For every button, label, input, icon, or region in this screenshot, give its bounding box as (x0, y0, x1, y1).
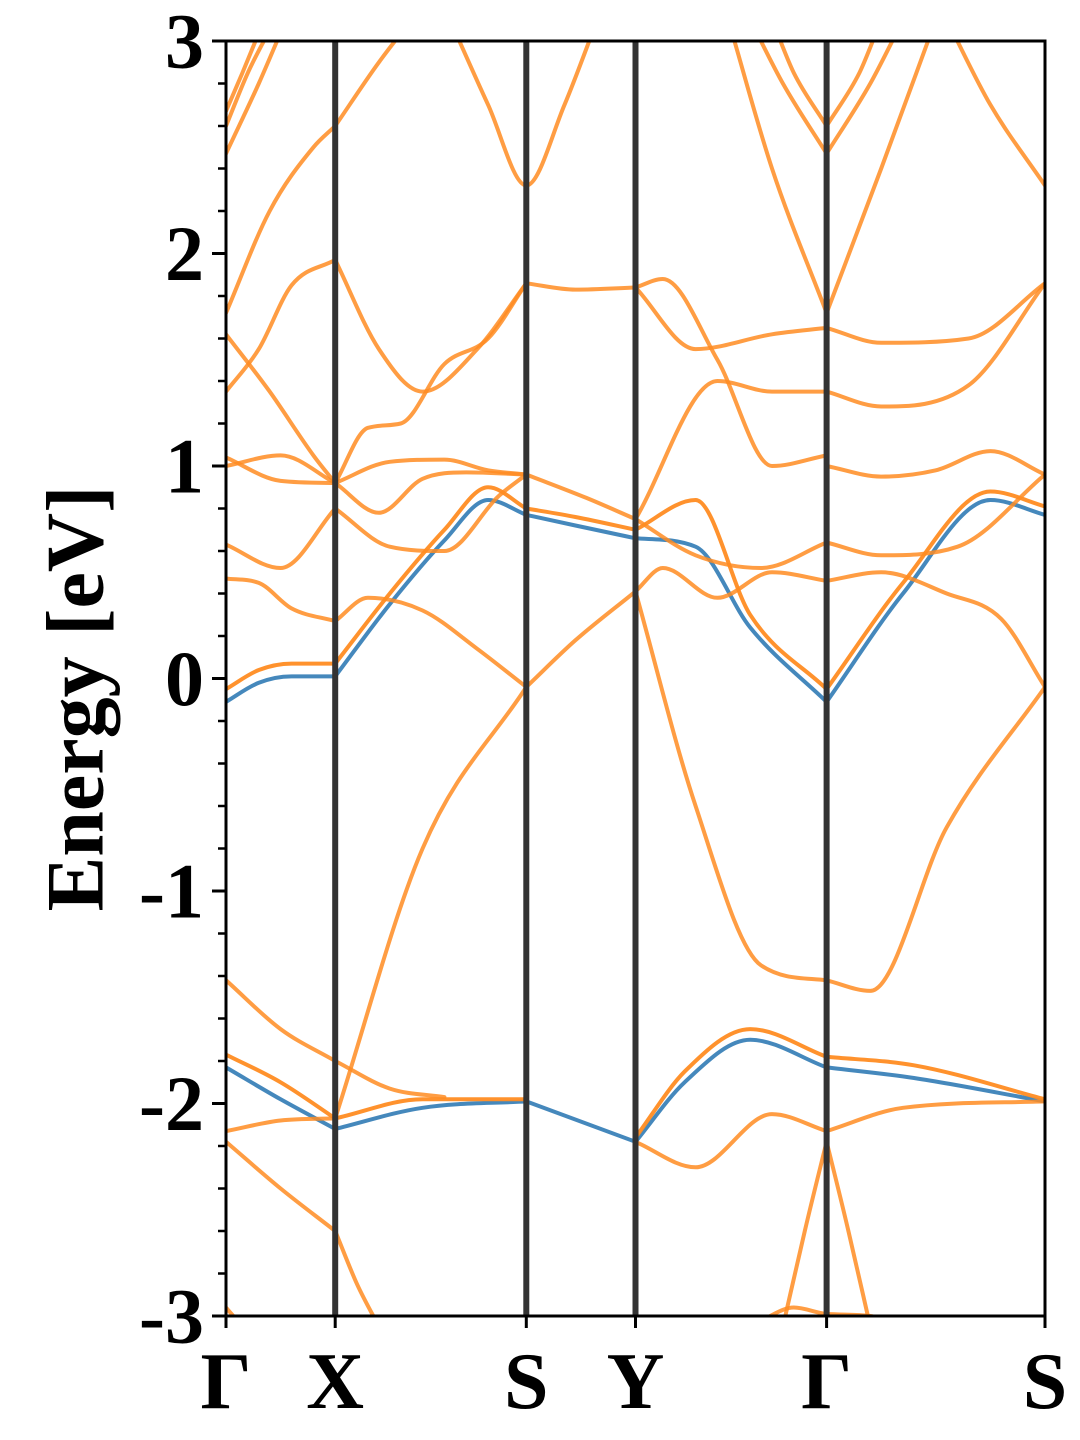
band-orange-8 (333, 472, 529, 553)
band-orange-36 (824, 41, 895, 156)
band-orange-35 (758, 41, 829, 156)
y-tick-label: -3 (139, 1273, 204, 1360)
band-orange-39 (955, 41, 1045, 188)
band-orange-32 (226, 41, 280, 156)
band-orange-47 (333, 1229, 376, 1316)
band-orange-17 (226, 257, 338, 394)
band-orange-48 (783, 1139, 829, 1316)
band-orange-27 (226, 124, 338, 315)
band-orange-8 (824, 1054, 1045, 1102)
band-orange-31 (824, 41, 931, 315)
band-blue-0 (226, 674, 338, 704)
band-orange-16 (333, 457, 529, 485)
kpoint-label: Y (607, 1338, 665, 1426)
band-orange-44 (633, 1112, 829, 1170)
band-orange-43 (226, 1116, 338, 1134)
band-orange-12 (226, 455, 338, 485)
band-blue-9 (524, 1099, 638, 1144)
band-orange-0 (226, 661, 338, 692)
band-orange-49 (824, 1139, 870, 1316)
band-orange-34 (226, 41, 258, 114)
band-orange-19 (226, 332, 338, 485)
y-axis-ticks: 3 2 1 0 -1 -2 -3 (139, 0, 226, 1360)
band-orange-45 (824, 1099, 1045, 1134)
band-orange-1 (333, 485, 529, 666)
kpoint-label: X (306, 1338, 364, 1426)
band-orange-25 (824, 281, 1045, 409)
band-orange-7 (633, 1027, 829, 1140)
band-orange-2 (524, 589, 638, 689)
band-orange-3 (633, 498, 829, 692)
band-orange-30 (732, 41, 829, 315)
band-orange-6 (333, 1097, 529, 1121)
high-symmetry-lines (332, 41, 830, 1316)
band-blue-8 (824, 1065, 1045, 1104)
kpoint-label: Γ (201, 1338, 252, 1426)
band-orange-26 (633, 277, 829, 468)
band-orange-15 (226, 453, 338, 485)
band-orange-33 (226, 41, 267, 128)
kpoint-label: S (1023, 1338, 1068, 1426)
y-tick-label: 1 (165, 423, 204, 510)
band-blue-4 (824, 498, 1045, 704)
band-blue-2 (524, 512, 638, 541)
band-orange-7 (226, 506, 338, 570)
band-orange-0 (226, 576, 338, 624)
band-orange-21 (524, 281, 638, 292)
band-orange-5 (226, 1052, 338, 1121)
kpoint-label: S (504, 1338, 549, 1426)
band-orange-20 (333, 281, 529, 485)
y-tick-label: 2 (165, 210, 204, 297)
band-orange-1 (333, 595, 529, 689)
band-orange-13 (333, 470, 529, 515)
y-tick-label: 3 (165, 0, 204, 85)
band-orange-14 (824, 449, 1045, 479)
band-blue-6 (333, 1099, 529, 1131)
band-orange-37 (778, 41, 829, 128)
band-orange-40 (226, 978, 338, 1063)
band-orange-3 (633, 589, 829, 983)
band-orange-2 (524, 506, 638, 532)
band-blue-7 (633, 1037, 829, 1144)
band-orange-11 (824, 472, 1045, 558)
band-orange-38 (824, 41, 875, 128)
band-curves (226, 41, 1045, 1316)
band-orange-23 (824, 281, 1045, 345)
band-orange-10 (633, 517, 829, 570)
band-blue-3 (633, 536, 829, 704)
band-blue-1 (333, 498, 529, 679)
band-orange-42 (333, 685, 529, 1121)
y-axis-title: Energy [eV] (30, 486, 121, 912)
y-tick-label: -2 (139, 1060, 204, 1147)
band-orange-4 (824, 685, 1045, 993)
band-orange-6 (824, 570, 1045, 689)
band-orange-9 (524, 472, 638, 522)
y-tick-label: -1 (139, 848, 204, 935)
band-orange-46 (226, 1139, 338, 1233)
y-tick-label: 0 (165, 635, 204, 722)
band-orange-28 (333, 41, 398, 128)
band-orange-24 (633, 379, 829, 522)
band-orange-4 (824, 489, 1045, 692)
band-orange-22 (633, 285, 829, 352)
band-orange-5 (633, 566, 829, 600)
kpoint-label: Γ (801, 1338, 852, 1426)
